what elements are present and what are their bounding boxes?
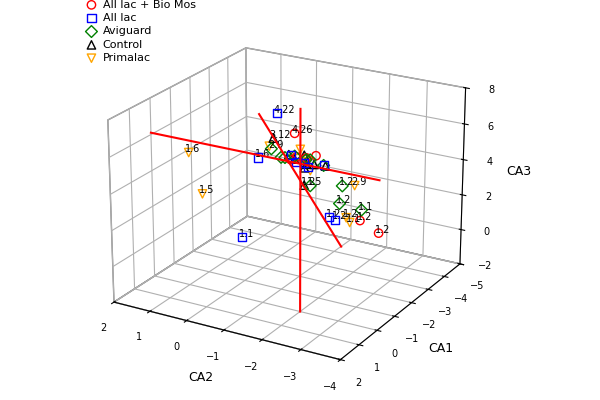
X-axis label: CA2: CA2 <box>188 371 214 384</box>
Legend: All lac + Bio Mos, All lac, Aviguard, Control, Primalac: All lac + Bio Mos, All lac, Aviguard, Co… <box>83 0 198 65</box>
Y-axis label: CA1: CA1 <box>428 342 454 355</box>
